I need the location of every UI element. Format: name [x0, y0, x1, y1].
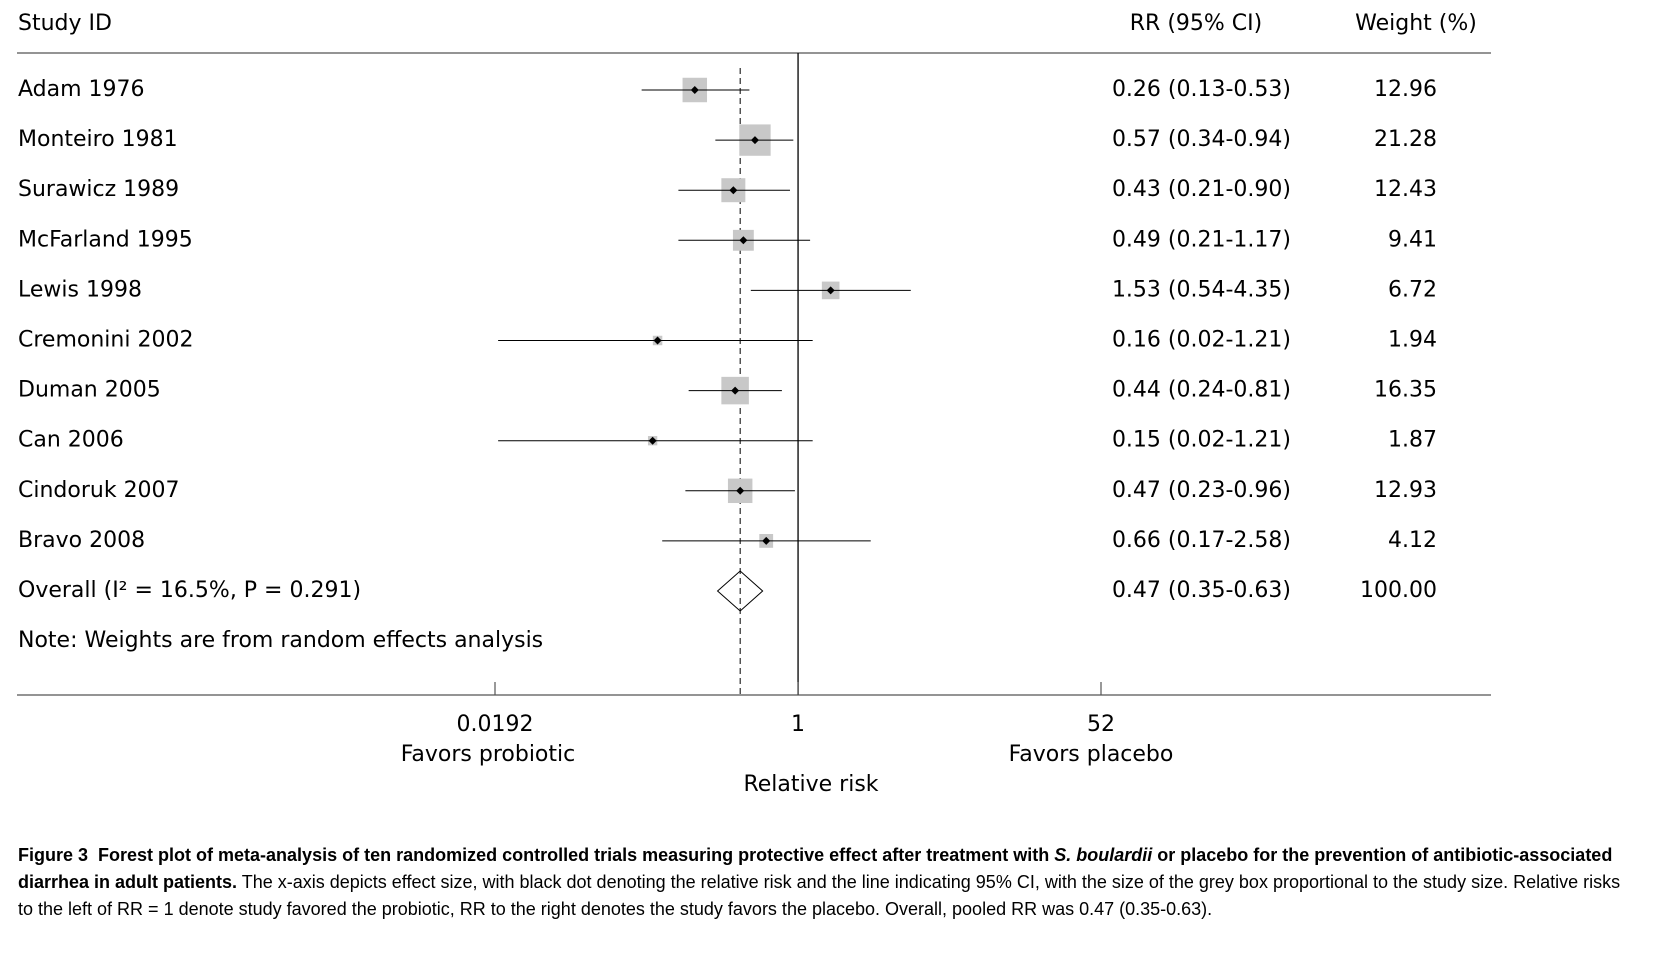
weight-label: 1.94 — [1388, 328, 1437, 353]
study-label: Monteiro 1981 — [18, 127, 178, 152]
ci-label: 0.57 (0.34-0.94) — [1112, 127, 1291, 152]
point-estimate — [739, 236, 748, 245]
point-estimate — [731, 386, 740, 395]
study-label: Bravo 2008 — [18, 528, 145, 553]
x-tick-label: 52 — [1087, 712, 1115, 737]
weight-label: 12.43 — [1374, 177, 1437, 202]
ci-label: 0.15 (0.02-1.21) — [1112, 428, 1291, 453]
point-estimate — [690, 86, 699, 94]
ci-label: 0.66 (0.17-2.58) — [1112, 528, 1291, 553]
study-label: Cremonini 2002 — [18, 328, 193, 353]
column-header: RR (95% CI) — [1130, 11, 1262, 36]
weight-label: 1.87 — [1388, 428, 1437, 453]
x-tick-label: 1 — [791, 712, 805, 737]
caption-figure: Figure 3 — [18, 845, 89, 865]
note: Note: Weights are from random effects an… — [18, 628, 543, 653]
study-label: Cindoruk 2007 — [18, 478, 180, 503]
weight-label: 12.93 — [1374, 478, 1437, 503]
weight-label: 4.12 — [1388, 528, 1437, 553]
left-label: Favors probiotic — [401, 742, 575, 767]
study-label: Adam 1976 — [18, 77, 145, 102]
point-estimate — [762, 536, 771, 545]
column-header: Study ID — [18, 11, 112, 36]
x-tick-label: 0.0192 — [457, 712, 534, 737]
right-label: Favors placebo — [1009, 742, 1174, 767]
ci-label: 0.49 (0.21-1.17) — [1112, 227, 1291, 252]
overall-diamond — [716, 570, 764, 612]
column-header: Weight (%) — [1355, 11, 1477, 36]
study-label: Can 2006 — [18, 428, 124, 453]
study-label: McFarland 1995 — [18, 227, 193, 252]
ci-label: 0.47 (0.23-0.96) — [1112, 478, 1291, 503]
overall-label: Overall (I² = 16.5%, P = 0.291) — [18, 578, 361, 603]
weight-label: 21.28 — [1374, 127, 1437, 152]
weight-label: 100.00 — [1360, 578, 1437, 603]
study-label: Surawicz 1989 — [18, 177, 179, 202]
forest-plot: Study ID RR (95% CI) Weight (%) Note: We… — [17, 11, 1491, 797]
caption-text: The x-axis depicts effect size, with bla… — [18, 872, 1621, 919]
weight-label: 16.35 — [1374, 378, 1437, 403]
weight-label: 6.72 — [1388, 277, 1437, 302]
point-estimate — [648, 436, 657, 445]
ci-label: 1.53 (0.54-4.35) — [1112, 277, 1291, 302]
caption-title-italic: S. boulardii — [1054, 845, 1153, 865]
weight-label: 9.41 — [1388, 227, 1437, 252]
caption-title: Forest plot of meta-analysis of ten rand… — [98, 845, 1055, 865]
ci-label: 0.47 (0.35-0.63) — [1112, 578, 1291, 603]
ci-label: 0.26 (0.13-0.53) — [1112, 77, 1291, 102]
ci-label: 0.16 (0.02-1.21) — [1112, 328, 1291, 353]
study-label: Lewis 1998 — [18, 277, 142, 302]
caption-title: or placebo for the prevention of antibio… — [18, 845, 1613, 892]
study-label: Duman 2005 — [18, 378, 161, 403]
point-estimate — [736, 486, 745, 495]
point-estimate — [653, 336, 662, 345]
ci-label: 0.43 (0.21-0.90) — [1112, 177, 1291, 202]
figure-caption: Figure 3 Forest plot of meta-analysis of… — [18, 842, 1638, 923]
point-estimate — [750, 136, 759, 145]
point-estimate — [826, 286, 835, 295]
x-axis-label: Relative risk — [743, 772, 878, 797]
ci-label: 0.44 (0.24-0.81) — [1112, 378, 1291, 403]
point-estimate — [729, 186, 738, 195]
weight-label: 12.96 — [1374, 77, 1437, 102]
